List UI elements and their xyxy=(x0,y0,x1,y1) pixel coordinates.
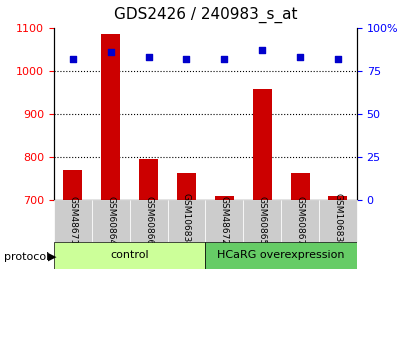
FancyBboxPatch shape xyxy=(243,200,281,242)
Point xyxy=(297,54,303,60)
FancyBboxPatch shape xyxy=(129,200,168,242)
Text: GSM48671: GSM48671 xyxy=(68,196,77,245)
Point xyxy=(221,56,228,61)
Bar xyxy=(215,196,234,200)
Bar xyxy=(101,34,120,200)
Point xyxy=(183,56,190,61)
FancyBboxPatch shape xyxy=(92,200,129,242)
Text: protocol: protocol xyxy=(4,252,49,262)
Point xyxy=(334,56,341,61)
FancyBboxPatch shape xyxy=(281,200,319,242)
Text: GSM60867: GSM60867 xyxy=(295,196,305,245)
FancyBboxPatch shape xyxy=(54,241,205,269)
FancyBboxPatch shape xyxy=(319,200,357,242)
FancyBboxPatch shape xyxy=(205,200,243,242)
Point xyxy=(107,49,114,55)
Point xyxy=(70,56,76,61)
Text: GSM60865: GSM60865 xyxy=(258,196,267,245)
Bar xyxy=(63,170,82,200)
Text: ▶: ▶ xyxy=(48,252,56,262)
Text: GSM106835: GSM106835 xyxy=(334,193,342,248)
Title: GDS2426 / 240983_s_at: GDS2426 / 240983_s_at xyxy=(114,7,297,23)
Text: GSM106834: GSM106834 xyxy=(182,193,191,248)
FancyBboxPatch shape xyxy=(54,200,92,242)
FancyBboxPatch shape xyxy=(168,200,205,242)
Bar xyxy=(177,173,196,200)
Text: GSM60864: GSM60864 xyxy=(106,196,115,245)
Point xyxy=(259,47,266,53)
Text: control: control xyxy=(110,250,149,260)
Text: GSM48672: GSM48672 xyxy=(220,196,229,245)
Point xyxy=(145,54,152,60)
Bar xyxy=(329,196,347,200)
Bar xyxy=(290,173,310,200)
FancyBboxPatch shape xyxy=(205,241,357,269)
Bar xyxy=(253,89,272,200)
Text: HCaRG overexpression: HCaRG overexpression xyxy=(217,250,345,260)
Bar xyxy=(139,159,158,200)
Text: GSM60866: GSM60866 xyxy=(144,196,153,245)
